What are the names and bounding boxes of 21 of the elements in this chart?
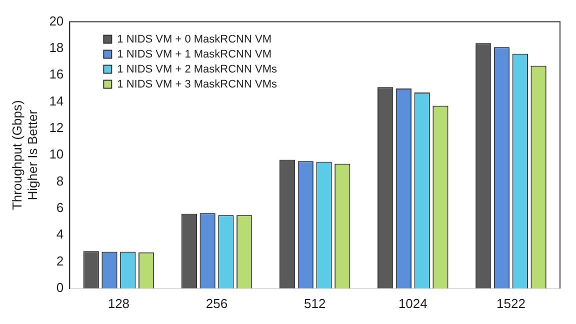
y-tick-label: 2 [56,253,64,268]
legend-label: 1 NIDS VM + 3 MaskRCNN VMs [117,78,278,90]
legend-label: 1 NIDS VM + 1 MaskRCNN VM [117,48,272,60]
y-tick-label: 14 [49,93,64,108]
y-tick-label: 10 [49,146,64,162]
y-axis-title: Throughput (Gbps) Higher Is Better [9,100,40,210]
y-tick-label: 4 [56,226,64,242]
y-tick-label: 20 [49,13,64,28]
legend-label: 1 NIDS VM + 0 MaskRCNN VM [117,33,272,46]
x-tick-label: 1024 [398,296,428,311]
y-tick-label: 12 [49,120,64,136]
x-tick-label: 512 [304,296,326,311]
y-tick-label: 18 [49,40,64,56]
y-tick-label: 6 [56,200,64,215]
x-tick-label: 1522 [496,296,526,311]
x-tick-label: 256 [206,296,228,311]
legend-label: 1 NIDS VM + 2 MaskRCNN VMs [117,63,278,76]
y-tick-label: 16 [49,66,64,82]
y-tick-label: 8 [56,173,64,188]
x-tick-label: 128 [108,296,130,311]
y-tick-label: 0 [56,280,64,295]
